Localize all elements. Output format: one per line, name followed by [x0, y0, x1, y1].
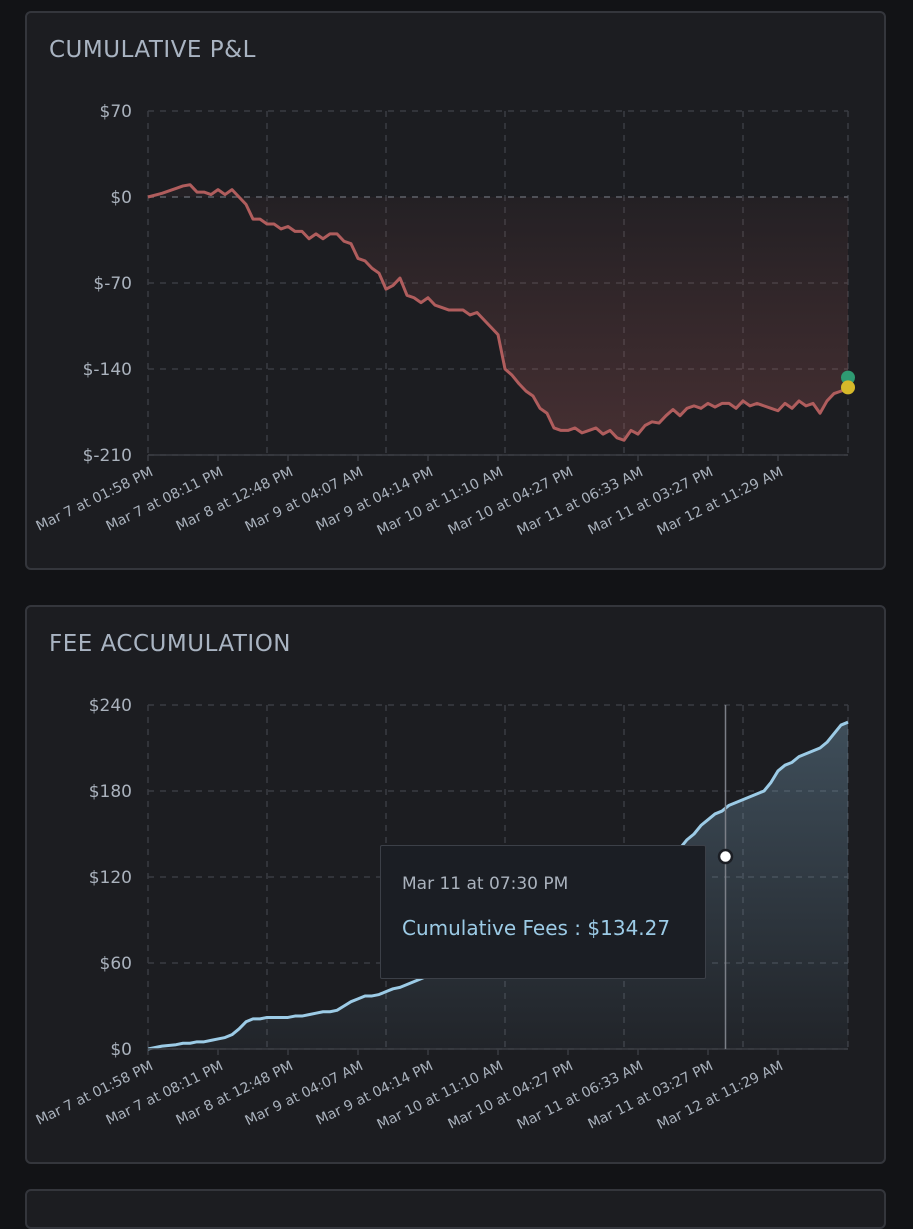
x-tick-label: Mar 7 at 01:58 PM: [34, 1058, 156, 1129]
x-tick-label: Mar 8 at 12:48 PM: [174, 464, 296, 535]
highlight-point[interactable]: [717, 848, 734, 865]
x-tick-label: Mar 10 at 04:27 PM: [446, 1058, 576, 1132]
fee-card-title: FEE ACCUMULATION: [49, 631, 291, 657]
y-tick-label: $-70: [93, 274, 132, 294]
series-line[interactable]: [147, 183, 849, 442]
y-tick-label: $0: [110, 188, 132, 208]
x-tick-label: Mar 11 at 03:27 PM: [586, 464, 716, 538]
x-tick-label: Mar 10 at 11:10 AM: [375, 464, 506, 539]
green-end-marker: [841, 370, 855, 385]
y-tick-label: $60: [100, 954, 132, 974]
series-area: [148, 184, 848, 441]
y-tick-label: $70: [100, 102, 132, 122]
x-tick-label: Mar 7 at 08:11 PM: [104, 1058, 226, 1129]
x-tick-label: Mar 8 at 12:48 PM: [174, 1058, 296, 1129]
pnl-card-title: CUMULATIVE P&L: [49, 37, 256, 63]
y-tick-label: $180: [89, 782, 132, 802]
x-tick-label: Mar 12 at 11:29 AM: [655, 1058, 786, 1133]
yellow-end-marker: [841, 380, 855, 395]
next-card: [25, 1189, 886, 1229]
x-tick-label: Mar 7 at 01:58 PM: [34, 464, 156, 535]
x-tick-label: Mar 9 at 04:07 AM: [243, 1058, 366, 1129]
x-tick-label: Mar 11 at 03:27 PM: [586, 1058, 716, 1132]
y-tick-label: $120: [89, 868, 132, 888]
cumulative-pnl-card: CUMULATIVE P&L $70 $0 $-70 $-140 $-210 Mar 7 …: [25, 11, 886, 570]
x-tick-label: Mar 10 at 04:27 PM: [446, 464, 576, 538]
x-tick-label: Mar 11 at 06:33 AM: [515, 464, 646, 539]
x-tick-label: Mar 11 at 06:33 AM: [515, 1058, 646, 1133]
y-tick-label: $0: [110, 1040, 132, 1060]
x-tick-label: Mar 9 at 04:07 AM: [243, 464, 366, 535]
x-tick-label: Mar 12 at 11:29 AM: [655, 464, 786, 539]
y-tick-label: $-210: [83, 446, 132, 466]
tooltip-date: Mar 11 at 07:30 PM: [402, 874, 569, 894]
y-tick-label: $240: [89, 696, 132, 716]
x-tick-label: Mar 7 at 08:11 PM: [104, 464, 226, 535]
tooltip-value: Cumulative Fees : $134.27: [402, 916, 671, 940]
y-tick-label: $-140: [83, 360, 132, 380]
fee-accumulation-card: FEE ACCUMULATION $240 $180 $120 $60 $0 Mar 7 …: [25, 605, 886, 1164]
x-tick-label: Mar 10 at 11:10 AM: [375, 1058, 506, 1133]
chart-tooltip: Mar 11 at 07:30 PM Cumulative Fees : $13…: [380, 845, 706, 979]
